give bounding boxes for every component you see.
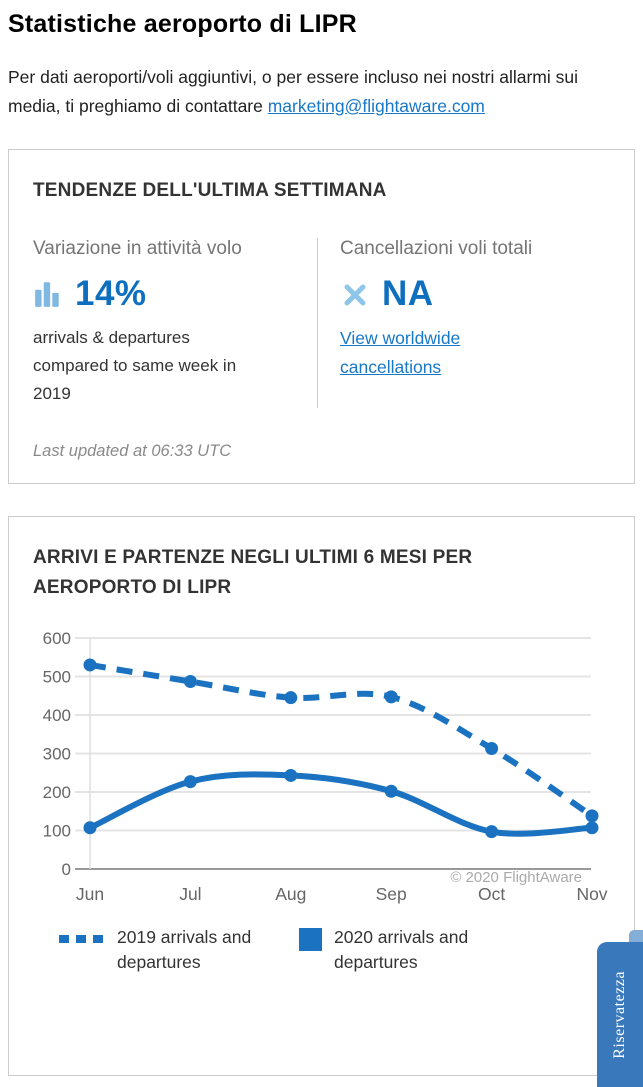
x-icon	[340, 279, 370, 309]
flight-activity-value-row: 14%	[33, 274, 295, 314]
cancellations-label: Cancellazioni voli totali	[340, 238, 533, 259]
privacy-tab-label: Riservatezza	[611, 970, 628, 1059]
cancellations-value: NA	[382, 274, 434, 313]
legend-label-2020: 2020 arrivals and departures	[334, 927, 469, 972]
arrivals-departures-chart-card: ARRIVI E PARTENZE NEGLI ULTIMI 6 MESI PE…	[8, 516, 635, 1076]
marketing-email-link[interactable]: marketing@flightaware.com	[267, 96, 485, 116]
dashed-line-swatch	[59, 935, 103, 943]
privacy-tab-notch	[629, 930, 643, 942]
solid-square-swatch	[299, 928, 322, 951]
svg-text:Sep: Sep	[376, 884, 407, 904]
flight-activity-label: Variazione in attività volo	[33, 238, 242, 259]
svg-text:Jul: Jul	[179, 884, 201, 904]
svg-text:200: 200	[43, 783, 71, 802]
page-title: Statistiche aeroporto di LIPR	[8, 10, 357, 38]
cancellations-column: Cancellazioni voli totali NA View worldw…	[318, 238, 532, 408]
svg-text:Oct: Oct	[478, 884, 505, 904]
svg-text:Jun: Jun	[76, 884, 104, 904]
arrivals-departures-line-chart: 0 100 200 300 400 500 600 Jun Jul Aug Sep Oct Nov© 2…	[43, 629, 608, 904]
flight-activity-value: 14%	[75, 274, 147, 313]
svg-text:0: 0	[62, 860, 71, 879]
intro-text-body: Per dati aeroporti/voli aggiuntivi, o pe…	[8, 67, 578, 116]
svg-text:600: 600	[43, 629, 71, 648]
flight-activity-description: arrivals & departures compared to same w…	[33, 328, 237, 403]
svg-text:100: 100	[43, 822, 71, 841]
weekly-trends-card: TENDENZE DELL'ULTIMA SETTIMANA Variazion…	[8, 149, 635, 484]
legend-item-2020: 2020 arrivals and departures	[299, 925, 489, 975]
worldwide-cancellations-link[interactable]: View worldwide cancellations	[340, 328, 461, 377]
svg-text:© 2020 FlightAware: © 2020 FlightAware	[450, 869, 582, 886]
svg-text:300: 300	[43, 745, 71, 764]
cancellations-value-row: NA	[340, 274, 532, 314]
intro-text: Per dati aeroporti/voli aggiuntivi, o pe…	[8, 63, 628, 121]
last-updated-text: Last updated at 06:33 UTC	[33, 442, 232, 460]
svg-text:500: 500	[43, 668, 71, 687]
weekly-trends-heading: TENDENZE DELL'ULTIMA SETTIMANA	[33, 180, 387, 201]
svg-text:Nov: Nov	[576, 884, 607, 904]
privacy-tab[interactable]: Riservatezza	[597, 942, 643, 1087]
chart-heading: ARRIVI E PARTENZE NEGLI ULTIMI 6 MESI PE…	[33, 547, 473, 598]
flight-activity-column: Variazione in attività volo 14% arrivals…	[33, 238, 318, 408]
svg-text:400: 400	[43, 706, 71, 725]
legend-label-2019: 2019 arrivals and departures	[117, 927, 252, 972]
trends-stat-row: Variazione in attività volo 14% arrivals…	[33, 238, 610, 408]
bar-chart-icon	[33, 279, 63, 309]
svg-text:Aug: Aug	[275, 884, 306, 904]
legend-item-2019: 2019 arrivals and departures	[59, 925, 299, 975]
chart-legend: 2019 arrivals and departures 2020 arriva…	[59, 925, 610, 975]
